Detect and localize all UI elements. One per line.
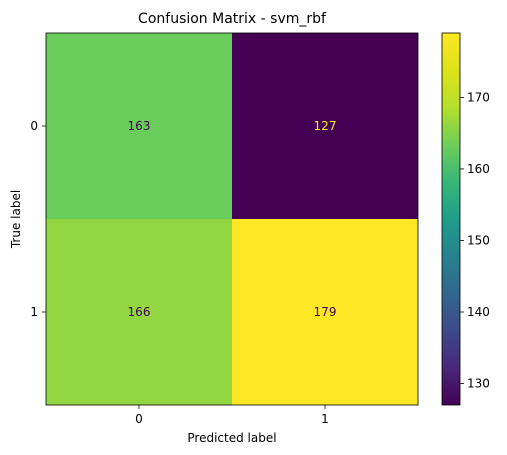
y-tick-label: 1 — [30, 305, 38, 319]
colorbar-tick-label: 160 — [467, 162, 490, 176]
colorbar-tick-label: 130 — [467, 377, 490, 391]
heatmap-cell — [232, 33, 418, 219]
heatmap-cell — [232, 219, 418, 405]
cell-value-label: 127 — [314, 119, 337, 133]
x-axis-label: Predicted label — [187, 431, 276, 445]
y-tick-label: 0 — [30, 119, 38, 133]
cell-value-label: 166 — [128, 305, 151, 319]
cell-value-label: 163 — [128, 119, 151, 133]
heatmap-cell — [46, 219, 232, 405]
colorbar-tick-label: 170 — [467, 90, 490, 104]
x-tick-label: 0 — [135, 412, 143, 426]
colorbar-tick-label: 150 — [467, 233, 490, 247]
chart-title: Confusion Matrix - svm_rbf — [138, 11, 327, 27]
cell-value-label: 179 — [314, 305, 337, 319]
heatmap-cells: 163 127 166 179 — [46, 33, 418, 405]
y-axis-ticks: 01 — [30, 119, 46, 319]
colorbar — [441, 32, 461, 406]
x-tick-label: 1 — [321, 412, 329, 426]
plot-frame — [45, 32, 419, 406]
colorbar-tick-label: 140 — [467, 305, 490, 319]
colorbar-ticks: 130 140 150 160 170 — [460, 90, 490, 391]
y-axis-label: True label — [9, 190, 23, 249]
heatmap-cell — [46, 33, 232, 219]
